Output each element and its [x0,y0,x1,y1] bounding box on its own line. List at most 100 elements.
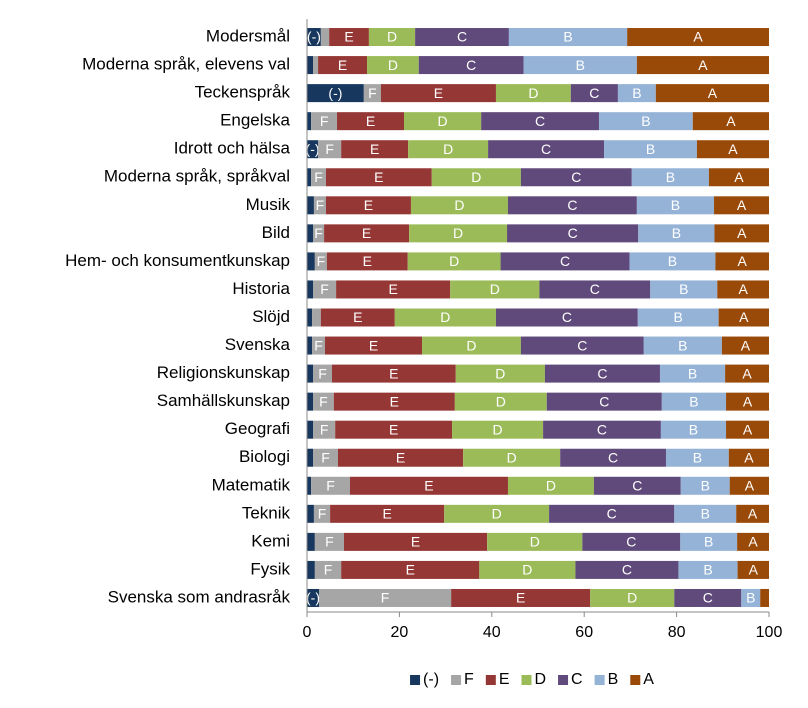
segment-label: E [338,57,347,73]
segment-label: A [738,281,748,297]
segment-label: C [703,590,713,606]
segment-label: A [748,534,758,550]
segment-label: A [734,169,744,185]
segment-label: F [381,590,390,606]
legend: (-) F E D C B A [410,671,654,688]
segment-label: A [749,562,759,578]
segment-label: C [626,534,636,550]
segment-label: F [320,421,329,437]
segment-label: C [597,365,607,381]
segment-label: E [370,141,379,157]
bar-segment [325,168,432,187]
bar-segment [650,280,718,299]
segment-label: B [641,113,650,129]
bar-segment [307,336,313,355]
category-label: Teckenspråk [195,83,291,102]
category-label: Idrott och hälsa [174,139,291,158]
segment-label: D [438,113,448,129]
segment-label: B [689,393,698,409]
bar-segment [717,280,769,299]
segment-label: E [344,29,353,45]
segment-label: E [388,281,397,297]
category-label: Musik [246,195,291,214]
legend-label: A [643,671,654,688]
bar-segment [680,532,738,551]
bar-segment [726,420,769,439]
segment-label: E [366,113,375,129]
category-label: Samhällskunskap [157,391,290,410]
bar-segment [741,588,761,607]
category-label: Religionskunskap [157,363,290,382]
legend-swatch [558,675,569,685]
category-label: Moderna språk, språkval [104,167,290,186]
bar-segment [507,476,594,495]
segment-label: C [608,449,618,465]
segment-label: B [704,534,713,550]
segment-label: A [743,393,753,409]
segment-label: E [389,421,398,437]
bar-segment [326,252,408,271]
segment-label: D [493,421,503,437]
bar-segment [307,84,364,103]
bar-segment [329,28,369,47]
segment-label: C [541,141,551,157]
bar-segment [307,112,312,131]
legend-swatch [451,675,462,685]
bar-segment [410,196,508,215]
segment-label: D [492,506,502,522]
segment-label: F [319,393,328,409]
bar-segment [307,476,312,495]
segment-label: A [698,57,708,73]
bar-segment [661,392,727,411]
category-label: Svenska som andrasråk [108,587,291,606]
x-tick-label: 40 [483,624,501,641]
segment-label: C [597,421,607,437]
segment-label: B [672,225,681,241]
bar-segment [314,252,327,271]
category-label: Hem- och konsumentkunskap [65,251,290,270]
bar-segment [409,224,508,243]
segment-label: F [324,562,333,578]
bar-segment [444,504,550,523]
bar-segment [307,588,320,607]
segment-label: E [374,169,383,185]
bar-segment [324,224,410,243]
segment-label: A [742,365,752,381]
bar-segment [307,364,314,383]
bar-segment [307,56,314,75]
bar-segment [313,280,337,299]
segment-label: A [743,421,753,437]
bar-segment [318,140,342,159]
segment-label: B [646,141,655,157]
segment-label: A [741,337,751,353]
bar-segment [454,392,547,411]
segment-label: B [679,281,688,297]
segment-label: B [701,477,710,493]
category-label: Teknik [242,503,291,522]
category-label: Fysik [250,559,290,578]
legend-swatch [594,675,605,685]
bar-segment [520,336,644,355]
bar-segment [728,448,769,467]
segment-label: B [688,365,697,381]
bar-segment [307,140,319,159]
category-label: Matematik [212,475,291,494]
bar-segment [638,224,715,243]
segment-label: D [495,365,505,381]
x-tick-label: 60 [575,624,593,641]
segment-label: D [466,337,476,353]
bar-segment [544,364,660,383]
segment-label: F [317,253,326,269]
bar-segment [333,392,455,411]
segment-label: A [728,141,738,157]
bar-segment [665,448,729,467]
bar-segment [307,280,314,299]
bar-segment [481,112,599,131]
bar-segment [725,364,769,383]
segment-label: F [325,534,334,550]
segment-label: F [320,113,329,129]
segment-label: A [737,197,747,213]
bar-segment [307,420,314,439]
segment-label: F [314,337,323,353]
